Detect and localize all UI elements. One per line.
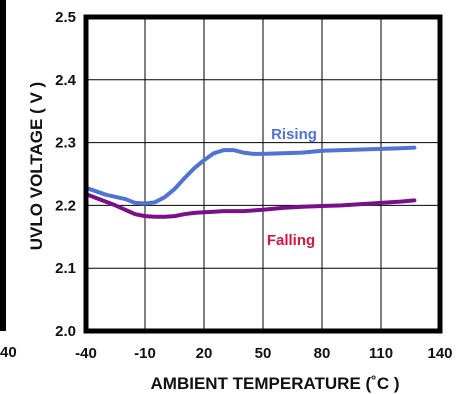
y-tick-label: 2.4 [55, 72, 77, 89]
x-tick-label: -40 [75, 345, 97, 362]
x-tick-label: 80 [314, 345, 331, 362]
x-tick-label: 110 [369, 345, 393, 362]
plot-frame [83, 14, 443, 334]
series-line-falling [84, 192, 417, 219]
y-tick-labels: 2.0 2.1 2.2 2.3 2.4 2.5 [55, 9, 77, 340]
x-tick-label: 20 [196, 345, 213, 362]
x-tick-label: 140 [427, 345, 452, 362]
series-line-rising [84, 145, 417, 206]
series-label-rising: Rising [271, 126, 317, 143]
y-tick-label: 2.3 [55, 135, 76, 152]
x-tick-label: 50 [255, 345, 272, 362]
x-tick-label: -10 [134, 345, 156, 362]
y-tick-label: 2.5 [55, 9, 76, 26]
series-layer [84, 145, 417, 219]
y-axis-title: UVLO VOLTAGE ( V ) [27, 82, 46, 250]
y-tick-label: 2.2 [55, 197, 76, 214]
series-label-falling: Falling [267, 232, 315, 249]
neighbor-plot-border [0, 0, 6, 331]
y-tick-label: 2.0 [55, 323, 76, 340]
plot-grid [86, 17, 440, 331]
x-axis-title: AMBIENT TEMPERATURE (˚C ) [151, 374, 400, 393]
x-tick-labels: -40 -10 20 50 80 110 140 [75, 345, 452, 362]
neighbor-tick-label: 40 [0, 344, 17, 361]
y-tick-label: 2.1 [55, 260, 76, 277]
